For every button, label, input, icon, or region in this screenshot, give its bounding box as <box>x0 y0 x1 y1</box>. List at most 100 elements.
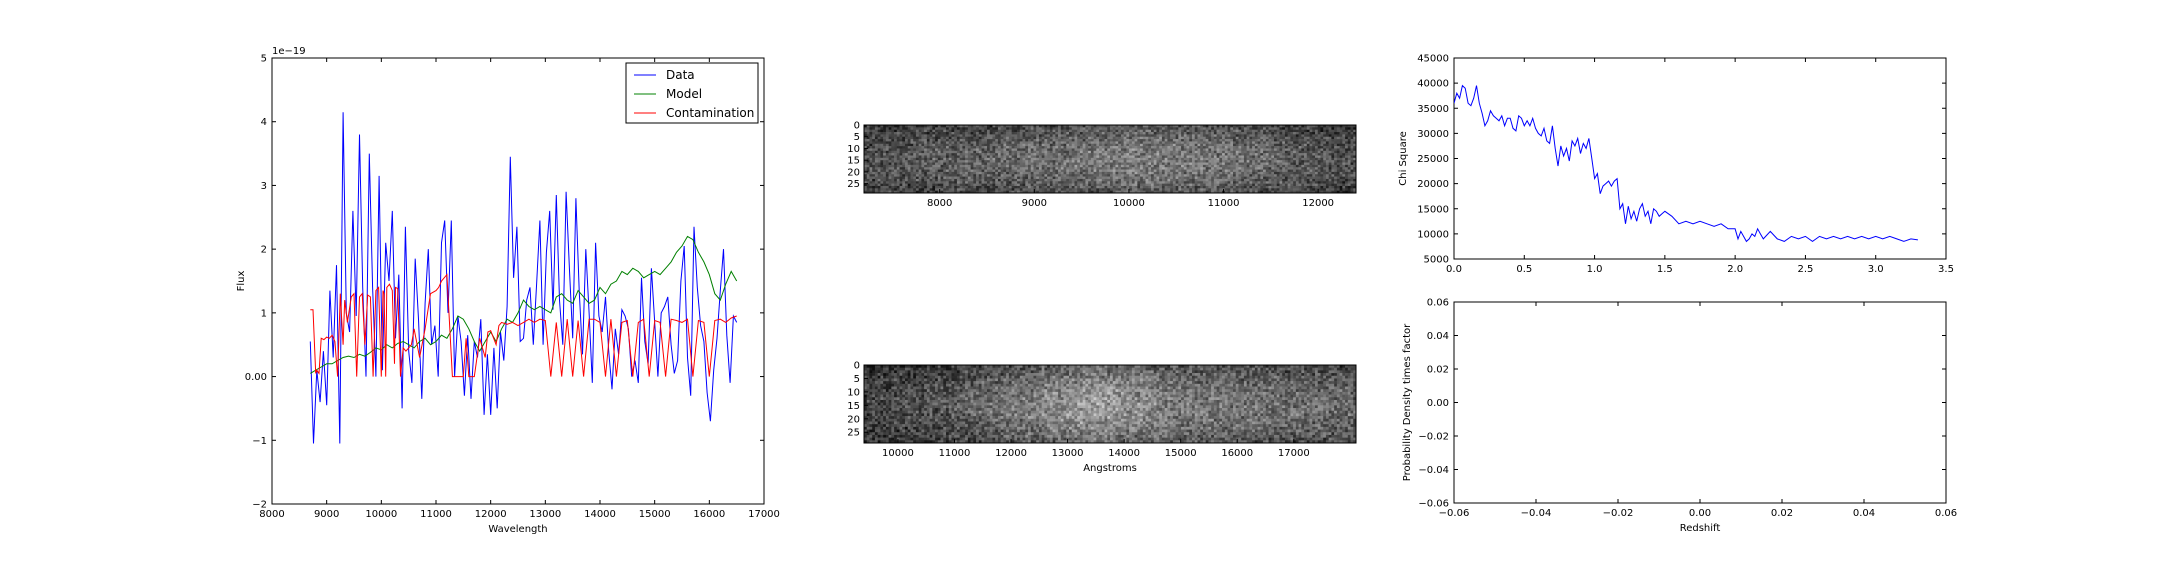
pixel <box>905 148 909 152</box>
pixel <box>1025 139 1029 142</box>
pixel <box>1090 153 1094 156</box>
pixel <box>1282 150 1286 154</box>
pixel <box>880 178 884 182</box>
pixel <box>1047 181 1051 184</box>
pixel <box>1347 176 1351 180</box>
pixel <box>1066 141 1070 145</box>
pixel <box>1028 181 1032 184</box>
pixel <box>1230 181 1234 184</box>
pixel <box>1071 141 1075 145</box>
pixel <box>1241 167 1245 170</box>
pixel <box>1123 132 1127 135</box>
pixel <box>1339 139 1343 142</box>
pixel <box>1151 134 1155 138</box>
pixel <box>1148 181 1152 184</box>
pixel <box>1219 183 1223 187</box>
pixel <box>997 150 1001 154</box>
pixel <box>1014 178 1018 182</box>
pixel <box>1208 139 1212 142</box>
pixel <box>1058 178 1062 182</box>
pixel <box>1301 148 1305 152</box>
pixel <box>1304 171 1308 175</box>
pixel <box>1227 127 1231 130</box>
pixel <box>1104 150 1108 154</box>
pixel <box>1194 134 1198 138</box>
pixel <box>1309 150 1313 154</box>
pixel <box>1243 153 1247 156</box>
pixel <box>1317 150 1321 154</box>
pixel <box>1014 127 1018 130</box>
pixel <box>1096 174 1100 177</box>
pixel <box>1088 127 1092 130</box>
pixel <box>1350 185 1354 189</box>
pixel <box>1055 125 1059 128</box>
pixel <box>1243 148 1247 152</box>
pixel <box>992 141 996 145</box>
pixel <box>1353 153 1357 156</box>
pixel <box>995 157 999 161</box>
pixel <box>1274 162 1278 166</box>
pixel <box>1000 162 1004 166</box>
pixel <box>1238 162 1242 166</box>
pixel <box>1049 157 1053 161</box>
pixel <box>896 176 900 180</box>
pixel <box>1342 125 1346 128</box>
pixel <box>1033 150 1037 154</box>
pixel <box>1156 178 1160 182</box>
pixel <box>1041 178 1045 182</box>
pixel <box>874 160 878 163</box>
pixel <box>1249 169 1253 173</box>
pixel <box>1320 176 1324 180</box>
pixel <box>1175 143 1179 147</box>
pixel <box>1183 167 1187 170</box>
pixel <box>885 188 889 191</box>
pixel <box>1172 129 1176 133</box>
pixel <box>915 127 919 130</box>
pixel <box>1235 125 1239 128</box>
pixel <box>973 160 977 163</box>
pixel <box>888 134 892 138</box>
pixel <box>954 167 958 170</box>
pixel <box>1151 127 1155 130</box>
pixel <box>1052 169 1056 173</box>
pixel <box>1120 143 1124 147</box>
pixel <box>1260 129 1264 133</box>
pixel <box>1033 176 1037 180</box>
pixel <box>902 134 906 138</box>
pixel <box>1137 162 1141 166</box>
pixel <box>864 134 868 138</box>
pixel <box>932 155 936 159</box>
pixel <box>1074 143 1078 147</box>
pixel <box>1025 136 1029 140</box>
pixel <box>1074 181 1078 184</box>
pixel <box>899 174 903 177</box>
pixel <box>910 155 914 159</box>
pixel <box>918 150 922 154</box>
pixel <box>1096 183 1100 187</box>
pixel <box>1213 181 1217 184</box>
pixel <box>1328 139 1332 142</box>
pixel <box>866 176 870 180</box>
pixel <box>915 134 919 138</box>
pixel <box>1036 188 1040 191</box>
pixel <box>965 164 969 168</box>
pixel <box>1096 157 1100 161</box>
pixel <box>1213 185 1217 189</box>
pixel <box>1129 169 1133 173</box>
pixel <box>1304 134 1308 138</box>
pixel <box>913 141 917 145</box>
pixel <box>978 125 982 128</box>
pixel <box>1216 129 1220 133</box>
pixel <box>905 188 909 191</box>
pixel <box>1298 183 1302 187</box>
pixel <box>981 153 985 156</box>
pixel <box>877 139 881 142</box>
pixel <box>959 136 963 140</box>
pixel <box>987 141 991 145</box>
pixel <box>1011 153 1015 156</box>
pixel <box>926 139 930 142</box>
pixel <box>1298 132 1302 135</box>
pixel <box>1172 171 1176 175</box>
pixel <box>943 150 947 154</box>
pixel <box>1030 169 1034 173</box>
